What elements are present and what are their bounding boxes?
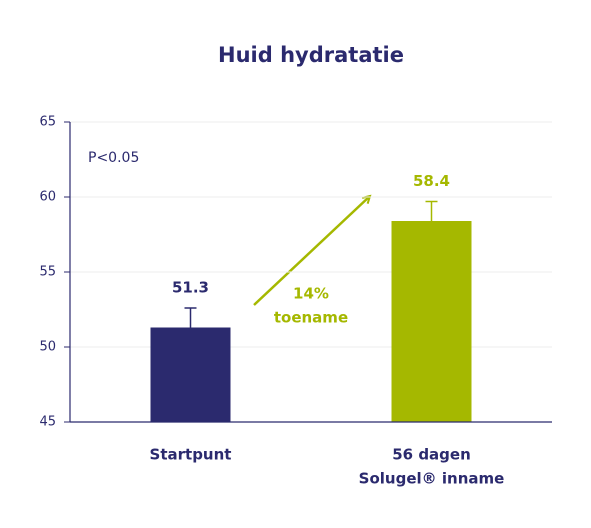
change-label: toename bbox=[274, 309, 348, 327]
arrow bbox=[253, 196, 370, 306]
x-tick-label: 56 dagen bbox=[392, 446, 471, 464]
x-tick-label: Startpunt bbox=[150, 446, 232, 464]
value-label: 58.4 bbox=[413, 172, 450, 190]
chart-title: Huid hydratatie bbox=[218, 43, 404, 67]
y-tick-label: 65 bbox=[39, 115, 56, 130]
change-value: 14% bbox=[293, 285, 329, 303]
y-tick-label: 60 bbox=[39, 190, 56, 205]
y-tick-label: 45 bbox=[39, 415, 56, 430]
value-label: 51.3 bbox=[172, 279, 209, 297]
y-tick-label: 55 bbox=[39, 265, 56, 280]
bar bbox=[150, 327, 231, 422]
x-tick-label: Solugel® inname bbox=[359, 470, 505, 488]
p-value: P<0.05 bbox=[88, 150, 139, 166]
bar bbox=[391, 221, 472, 422]
y-tick-label: 50 bbox=[39, 340, 56, 355]
